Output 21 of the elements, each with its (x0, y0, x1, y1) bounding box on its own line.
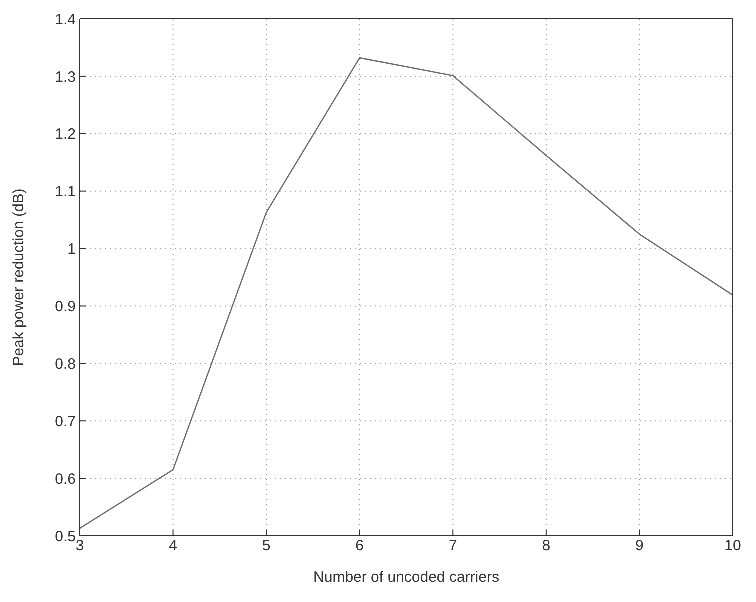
line-series (80, 57, 733, 530)
y-tick-label: 1.4 (55, 11, 76, 28)
y-tick-label: 0.9 (55, 298, 76, 316)
y-tick-label: 0.7 (55, 413, 76, 430)
y-tick-label: 0.6 (55, 470, 76, 488)
y-tick-label: 1.3 (55, 68, 76, 86)
x-axis-title: Number of uncoded carriers (314, 569, 500, 586)
y-tick-label: 0.8 (55, 356, 76, 373)
x-tick-label: 8 (542, 538, 551, 555)
x-tick-label: 4 (169, 538, 178, 555)
y-tick-label: 1.1 (55, 184, 76, 201)
x-tick-label: 10 (724, 538, 742, 555)
y-tick-label: 1.2 (55, 126, 76, 144)
x-tick-label: 6 (356, 538, 364, 555)
x-tick-label: 3 (76, 538, 84, 555)
x-tick-label: 7 (448, 538, 458, 555)
y-tick-label: 0.5 (55, 528, 76, 546)
x-tick-label: 5 (262, 538, 271, 555)
y-axis-title: Peak power reduction (dB) (10, 188, 28, 366)
x-tick-label: 9 (636, 538, 644, 555)
y-tick-label: 1 (68, 241, 76, 258)
